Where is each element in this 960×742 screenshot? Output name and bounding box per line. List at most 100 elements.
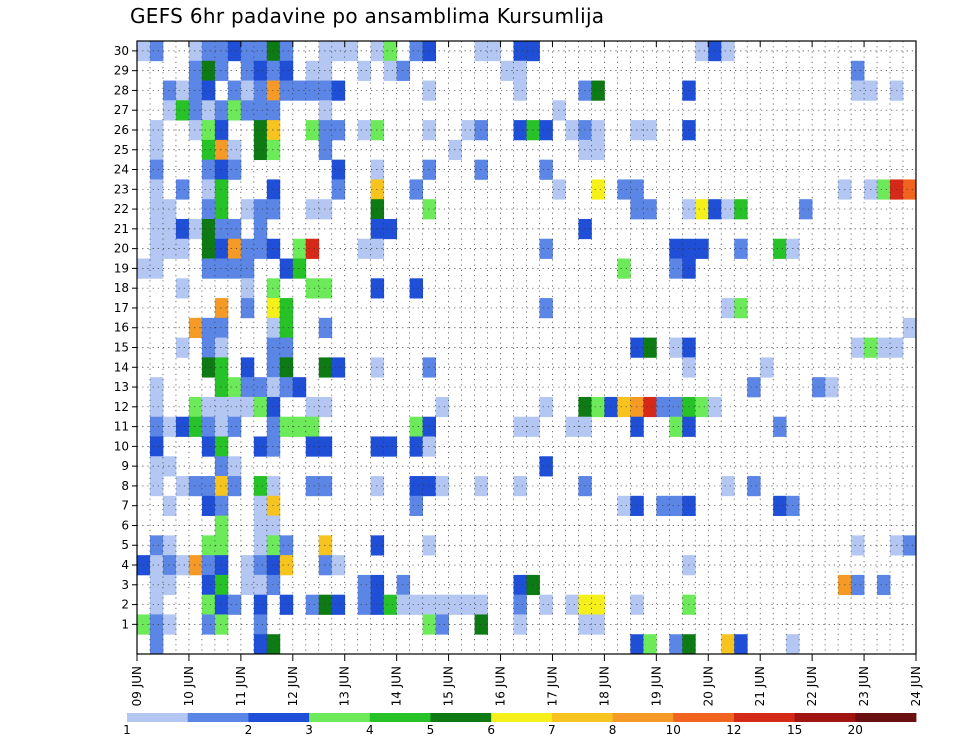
precip-cell: [201, 258, 216, 279]
precip-cell: [149, 41, 164, 62]
precip-cell: [214, 495, 229, 516]
precip-cell: [851, 535, 865, 556]
precip-cell: [279, 377, 294, 398]
precip-cell: [318, 555, 333, 576]
precip-cell: [409, 495, 424, 516]
precip-cell: [137, 555, 151, 576]
precip-cell: [253, 139, 268, 161]
colorbar-swatch: [248, 713, 310, 722]
precip-cell: [266, 60, 281, 81]
precip-cell: [539, 238, 553, 259]
precip-cell: [149, 238, 164, 259]
x-tick-label: 24 JUN: [909, 666, 923, 706]
colorbar-label: 1: [123, 723, 131, 737]
precip-cell: [240, 199, 255, 220]
precip-cell: [253, 594, 268, 615]
precip-cell: [773, 416, 787, 437]
y-tick-label: 6: [121, 518, 129, 532]
precip-cell: [591, 594, 605, 615]
precip-cell: [266, 80, 281, 101]
precip-cell: [591, 396, 605, 418]
precip-cell: [214, 614, 229, 635]
y-tick-label: 30: [114, 44, 129, 58]
precip-cell: [266, 634, 281, 655]
precip-cell: [682, 634, 696, 655]
colorbar-label: 5: [427, 723, 435, 737]
precip-cell: [227, 100, 242, 121]
precip-cell: [162, 495, 177, 516]
precip-cell: [201, 218, 216, 240]
chart-title: GEFS 6hr padavine po ansamblima Kursumli…: [130, 4, 605, 28]
colorbar-swatch: [855, 713, 917, 722]
precip-cell: [825, 377, 839, 398]
precip-cell: [137, 614, 151, 635]
precip-cell: [266, 357, 281, 378]
precip-cell: [149, 377, 164, 398]
precip-cell: [162, 80, 177, 101]
precip-cell: [565, 120, 579, 141]
precip-cell: [214, 436, 229, 457]
precip-cell: [214, 574, 229, 596]
precip-cell: [279, 317, 294, 339]
precip-cell: [240, 377, 255, 398]
precip-cell: [227, 41, 242, 62]
precip-cell: [695, 199, 709, 220]
precip-cell: [253, 634, 268, 655]
x-tick-label: 11 JUN: [234, 666, 248, 706]
precip-cell: [266, 298, 281, 319]
y-tick-label: 29: [114, 64, 129, 78]
precip-cell: [747, 476, 761, 497]
y-tick-label: 25: [114, 143, 129, 157]
precip-cell: [539, 120, 553, 141]
precip-cell: [149, 258, 164, 279]
precip-cell: [201, 80, 216, 101]
precip-cell: [305, 199, 320, 220]
precip-cell: [201, 594, 216, 615]
precip-cell: [201, 574, 216, 596]
precip-cell: [903, 535, 917, 556]
y-tick-label: 9: [121, 459, 129, 473]
precip-cell: [669, 396, 683, 418]
precip-cell: [331, 159, 346, 180]
precip-cell: [227, 80, 242, 101]
precip-cell: [266, 238, 281, 259]
precip-cell: [149, 456, 164, 477]
precip-cell: [851, 337, 865, 358]
precip-cell: [227, 238, 242, 259]
x-tick-label: 21 JUN: [753, 666, 767, 706]
precip-cell: [331, 41, 346, 62]
precip-cell: [227, 456, 242, 477]
precip-cell: [617, 179, 631, 200]
colorbar-swatch: [187, 713, 249, 722]
precip-cell: [318, 199, 333, 220]
precip-cell: [409, 278, 424, 299]
colorbar-swatch: [309, 713, 371, 722]
precip-cell: [305, 396, 320, 418]
precip-cell: [318, 357, 333, 378]
precip-cell: [279, 555, 294, 576]
precip-cell: [279, 41, 294, 62]
y-tick-label: 14: [114, 360, 129, 374]
precip-cell: [318, 139, 333, 161]
precip-cell: [643, 396, 657, 418]
precip-cell: [318, 436, 333, 457]
precip-cell: [773, 238, 787, 259]
precip-cell: [279, 80, 294, 101]
precip-cell: [253, 41, 268, 62]
precip-cell: [188, 218, 203, 240]
colorbar-label: 20: [848, 723, 863, 737]
precip-cell: [409, 436, 424, 457]
precip-cell: [279, 337, 294, 358]
precip-cell: [227, 139, 242, 161]
x-tick-label: 14 JUN: [390, 666, 404, 706]
precip-cell: [435, 594, 449, 615]
precip-cell: [188, 396, 203, 418]
colorbar-swatch: [673, 713, 735, 722]
precip-cell: [253, 377, 268, 398]
precip-cell: [253, 476, 268, 497]
precip-cell: [162, 614, 177, 635]
x-tick-label: 17 JUN: [545, 666, 559, 706]
precip-cell: [188, 100, 203, 121]
precip-cell: [591, 179, 605, 200]
precip-cell: [214, 396, 229, 418]
